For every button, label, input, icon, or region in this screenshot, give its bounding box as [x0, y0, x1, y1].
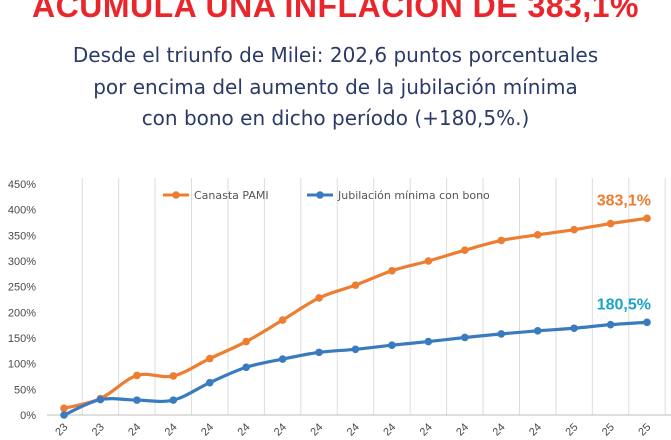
x-tick-label: 24 [199, 421, 216, 438]
x-tick-label: 25 [636, 421, 653, 438]
point-canasta-pami [643, 214, 651, 223]
end-label-jubilacion: 180,5% [597, 296, 651, 313]
point-canasta-pami [315, 294, 323, 302]
legend-marker-canasta-pami [172, 191, 180, 199]
point-canasta-pami [461, 246, 469, 255]
point-jubilacion [96, 395, 105, 404]
point-canasta-pami [533, 231, 542, 239]
y-tick-label: 250% [8, 282, 36, 294]
point-canasta-pami [497, 236, 506, 245]
x-tick-label: 23 [90, 421, 107, 438]
x-tick-label: 25 [600, 421, 617, 438]
y-tick-label: 150% [8, 333, 36, 345]
point-canasta-pami [205, 354, 214, 363]
x-tick-label: 24 [126, 421, 143, 438]
x-tick-label: 25 [563, 421, 580, 438]
point-jubilacion [424, 337, 433, 346]
y-tick-label: 400% [8, 205, 36, 217]
x-tick-label: 24 [308, 421, 325, 438]
subtitle-line-1: Desde el triunfo de Milei: 202,6 puntos … [72, 43, 599, 67]
point-jubilacion [388, 341, 396, 349]
point-jubilacion [606, 320, 615, 329]
headline-title: ACUMULA UNA INFLACIÓN DE 383,1% [32, 0, 639, 24]
y-tick-label: 100% [8, 359, 36, 371]
point-jubilacion [169, 396, 178, 404]
series-line-canasta-pami [63, 216, 648, 410]
point-canasta-pami [424, 257, 433, 265]
point-jubilacion [643, 318, 651, 327]
point-canasta-pami [169, 372, 178, 380]
point-jubilacion [461, 333, 469, 342]
point-jubilacion [533, 327, 542, 335]
y-tick-label: 350% [8, 230, 36, 242]
point-jubilacion [205, 378, 214, 387]
y-tick-label: 300% [8, 256, 36, 268]
series-line-jubilacion [63, 320, 648, 417]
y-tick-label: 450% [8, 179, 36, 191]
x-tick-label: 24 [381, 421, 398, 438]
legend-marker-jubilacion [316, 191, 324, 199]
point-canasta-pami [388, 266, 396, 275]
x-tick-label: 24 [527, 421, 544, 438]
point-jubilacion [133, 396, 141, 404]
point-jubilacion [351, 345, 360, 354]
point-jubilacion [242, 363, 250, 372]
point-jubilacion [60, 411, 68, 419]
x-tick-label: 24 [454, 421, 471, 438]
end-label-canasta-pami: 383,1% [597, 192, 651, 209]
x-tick-label: 24 [235, 421, 252, 438]
x-tick-label: 24 [491, 421, 508, 438]
y-tick-label: 50% [14, 384, 36, 396]
point-jubilacion [278, 355, 287, 363]
point-canasta-pami [278, 316, 287, 324]
y-tick-label: 200% [8, 307, 36, 319]
x-tick-label: 23 [53, 421, 70, 438]
x-tick-label: 24 [163, 421, 180, 438]
point-canasta-pami [133, 371, 141, 380]
point-canasta-pami [606, 219, 615, 228]
point-jubilacion [497, 330, 506, 338]
x-tick-label: 24 [272, 421, 289, 438]
point-canasta-pami [242, 337, 250, 346]
legend-label-canasta-pami: Canasta PAMI [194, 189, 269, 202]
subtitle-line-3: con bono en dicho período (+180,5%.) [141, 106, 530, 130]
x-tick-label: 24 [418, 421, 435, 438]
legend-label-jubilacion: Jubilación mínima con bono [337, 189, 490, 202]
y-tick-label: 0% [20, 410, 36, 422]
x-tick-label: 24 [345, 421, 362, 438]
point-canasta-pami [60, 404, 68, 413]
point-canasta-pami [351, 281, 360, 289]
point-canasta-pami [570, 225, 578, 234]
subtitle-line-2: por encima del aumento de la jubilación … [93, 75, 578, 99]
point-jubilacion [570, 324, 578, 333]
point-jubilacion [315, 348, 323, 357]
